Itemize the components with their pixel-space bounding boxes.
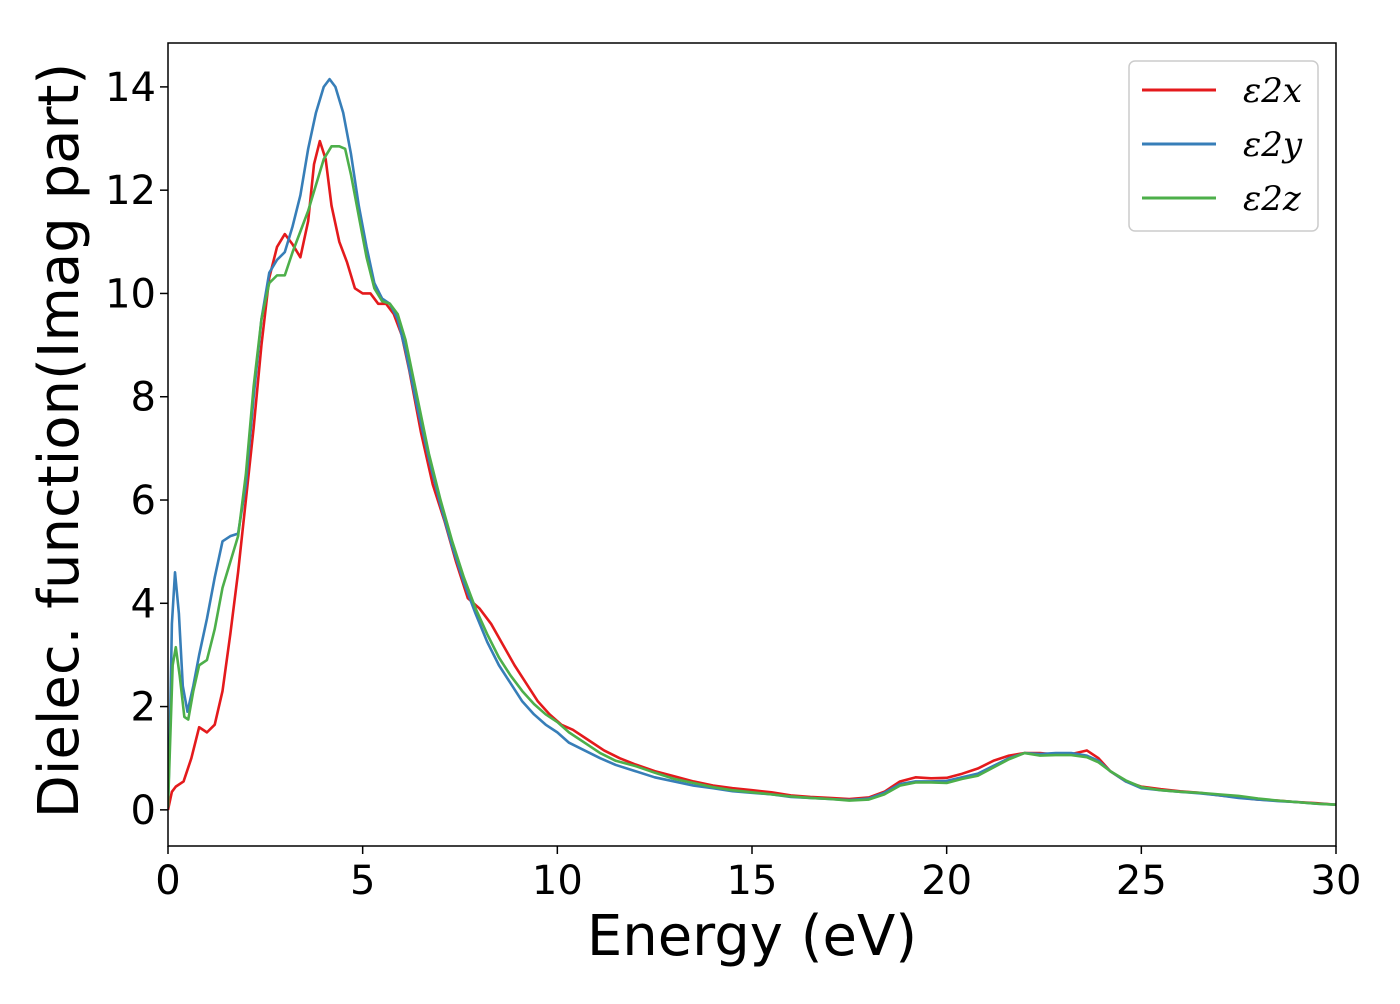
legend-box bbox=[1128, 60, 1319, 232]
y-tick-label: 0 bbox=[131, 788, 156, 834]
x-axis-label: Energy (eV) bbox=[587, 904, 917, 969]
y-axis-ticks: 0 2 4 6 8 10 12 14 bbox=[105, 65, 168, 834]
y-axis-label: Dielec. function(Imag part) bbox=[27, 63, 92, 819]
y-tick-label: 12 bbox=[105, 168, 156, 214]
x-tick-label: 15 bbox=[727, 858, 778, 904]
series-line-3 bbox=[168, 144, 1336, 808]
series-line-1 bbox=[168, 139, 1336, 811]
x-tick-label: 25 bbox=[1116, 858, 1167, 904]
y-tick-label: 6 bbox=[131, 478, 156, 524]
series-layer bbox=[168, 77, 1336, 811]
y-tick-label: 2 bbox=[131, 685, 156, 731]
y-tick-label: 8 bbox=[131, 375, 156, 421]
legend-label: ε2y bbox=[1243, 125, 1303, 165]
legend-label: ε2x bbox=[1243, 71, 1302, 111]
y-tick-label: 4 bbox=[131, 581, 156, 627]
y-tick-label: 10 bbox=[105, 271, 156, 317]
x-tick-label: 0 bbox=[155, 858, 180, 904]
legend-label: ε2z bbox=[1243, 179, 1302, 219]
x-axis-ticks: 0 5 10 15 20 25 30 bbox=[155, 846, 1361, 904]
legend: ε2x ε2y ε2z bbox=[1128, 60, 1319, 232]
x-tick-label: 5 bbox=[350, 858, 375, 904]
y-tick-label: 14 bbox=[105, 65, 156, 111]
x-tick-label: 30 bbox=[1311, 858, 1362, 904]
x-tick-label: 20 bbox=[921, 858, 972, 904]
x-tick-label: 10 bbox=[532, 858, 583, 904]
